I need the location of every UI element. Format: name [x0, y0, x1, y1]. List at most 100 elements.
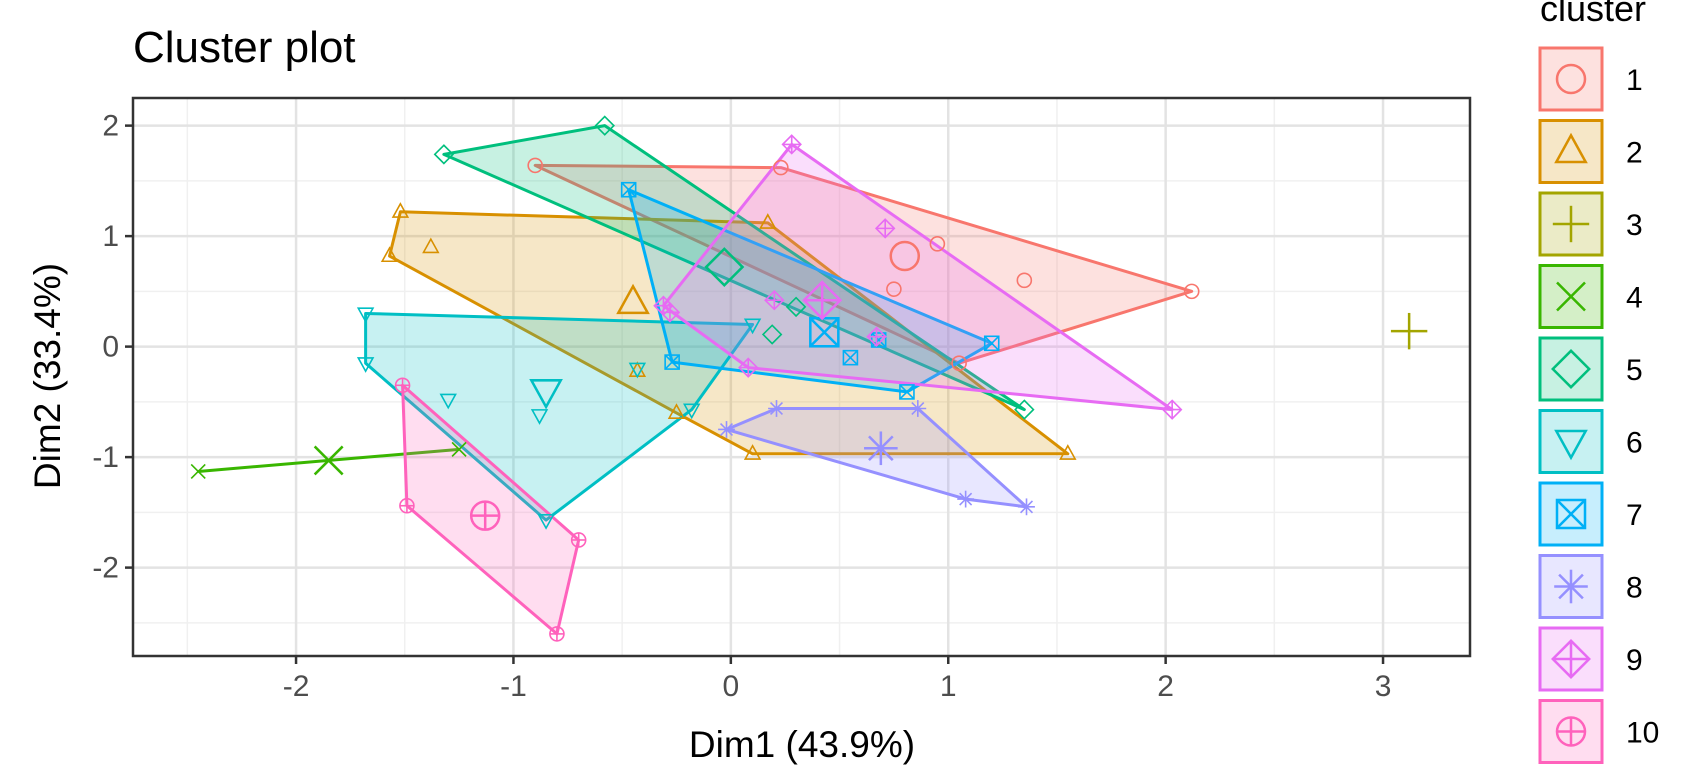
legend-key-glyph-diamond: [1551, 349, 1591, 389]
point-cluster-6: [683, 403, 701, 420]
hull-cluster-1: [533, 163, 1194, 365]
legend-title: cluster: [1540, 0, 1646, 29]
point-cluster-5: [1014, 399, 1035, 420]
x-tick-label: 3: [1375, 670, 1392, 703]
point-cluster-7-square: [620, 181, 637, 198]
point-cluster-2: [380, 246, 399, 263]
center-cluster-4: [313, 445, 344, 476]
point-cluster-9: [866, 326, 887, 347]
point-cluster-5-diamond: [785, 296, 807, 318]
x-tick-label: 0: [723, 670, 740, 703]
point-cluster-1-circle: [773, 159, 789, 176]
legend-key: [1538, 46, 1604, 112]
point-cluster-7-stroke: [842, 350, 858, 366]
legend-key-glyph-stroke: [1556, 281, 1586, 312]
point-cluster-2-triangle: [422, 237, 440, 254]
legend-item-1: 1: [1538, 46, 1643, 112]
point-cluster-5-diamond: [761, 324, 783, 345]
center-cluster-2: [616, 283, 650, 315]
point-cluster-1: [1183, 283, 1200, 300]
legend-key-glyph-triangle: [1554, 132, 1588, 164]
point-cluster-10: [570, 532, 587, 548]
legend-item-8: 8: [1538, 554, 1643, 619]
point-cluster-1-circle: [929, 236, 946, 252]
point-cluster-8: [909, 400, 927, 417]
point-cluster-9: [764, 289, 785, 311]
point-cluster-6-triangle: [356, 307, 375, 324]
point-cluster-1-circle: [951, 355, 967, 371]
point-cluster-5-diamond: [1014, 399, 1035, 420]
legend-label: 1: [1626, 64, 1643, 97]
y-tick-label: -1: [92, 441, 119, 474]
point-cluster-10: [549, 626, 565, 642]
point-cluster-9: [874, 218, 896, 239]
legend-label: 9: [1626, 644, 1643, 677]
point-cluster-6-triangle: [628, 362, 647, 379]
point-cluster-2: [1059, 444, 1077, 460]
point-cluster-1-circle: [527, 157, 543, 174]
point-cluster-7-stroke: [899, 384, 915, 400]
point-cluster-2-triangle: [391, 202, 410, 218]
point-cluster-1-circle: [1183, 283, 1200, 300]
center-cluster-5: [704, 247, 745, 288]
point-cluster-1: [527, 157, 543, 174]
point-cluster-6: [356, 307, 375, 324]
y-tick-label: -2: [92, 552, 119, 585]
point-cluster-4-stroke: [190, 463, 206, 480]
legend-key-glyph-square: [1555, 498, 1587, 530]
point-cluster-1: [1016, 272, 1033, 289]
legend-key-glyph: [1555, 716, 1587, 747]
point-cluster-2: [743, 444, 762, 460]
point-cluster-5-diamond: [594, 115, 615, 136]
center-cluster-6: [529, 379, 563, 410]
center-cluster-4-stroke: [313, 445, 344, 476]
legend-item-10: 10: [1538, 699, 1659, 764]
chart-title: Cluster plot: [133, 23, 356, 72]
point-cluster-5: [433, 144, 455, 165]
center-cluster-8-stroke: [868, 435, 894, 462]
plot-panel: [131, 96, 1472, 658]
center-cluster-2-triangle: [616, 283, 650, 315]
legend-label: 6: [1626, 427, 1643, 460]
axes: -2 -1 0 1 2 3 -2 -1 0 1 2: [92, 110, 1391, 703]
point-cluster-1: [886, 281, 902, 297]
legend-item-3: 3: [1538, 191, 1643, 257]
legend-label: 8: [1626, 572, 1643, 605]
point-cluster-9: [653, 295, 674, 316]
point-cluster-2-triangle: [743, 444, 762, 460]
legend-label: 5: [1626, 354, 1643, 387]
point-cluster-6-triangle: [743, 318, 762, 335]
point-cluster-7-stroke: [984, 335, 1000, 351]
point-cluster-6-triangle: [439, 393, 457, 410]
x-tick-label: -1: [500, 670, 527, 703]
point-cluster-9: [781, 134, 802, 155]
legend-key-glyph: [1551, 349, 1591, 389]
center-cluster-1-circle: [889, 240, 921, 272]
point-cluster-4: [190, 463, 206, 480]
legend-key-glyph-stroke: [1556, 499, 1586, 529]
point-cluster-6-triangle: [530, 409, 549, 425]
point-cluster-1: [951, 355, 967, 371]
y-tick-label: 0: [102, 331, 119, 364]
x-tick-label: 2: [1157, 670, 1174, 703]
center-cluster-1: [889, 240, 921, 272]
legend-label: 2: [1626, 137, 1643, 170]
point-cluster-4: [451, 441, 467, 457]
point-cluster-9: [1161, 399, 1183, 420]
point-cluster-8-stroke: [959, 492, 973, 506]
point-cluster-6: [743, 318, 762, 335]
center-cluster-7-square: [809, 316, 840, 348]
legend-key-glyph: [1554, 569, 1588, 604]
legend-key-glyph-triangle: [1554, 429, 1588, 461]
center-cluster-8: [864, 431, 898, 466]
point-cluster-1: [773, 159, 789, 176]
point-cluster-6: [628, 362, 647, 379]
point-cluster-8: [957, 490, 975, 508]
legend-item-6: 6: [1538, 409, 1643, 474]
point-cluster-9: [738, 357, 759, 378]
point-cluster-6-triangle: [537, 514, 555, 530]
hull-cluster-2: [388, 210, 1070, 456]
legend-key-glyph: [1554, 429, 1588, 461]
legend: 1 2 3 4 5 6 7 8 9 10: [1538, 46, 1659, 764]
point-cluster-6: [439, 393, 457, 410]
